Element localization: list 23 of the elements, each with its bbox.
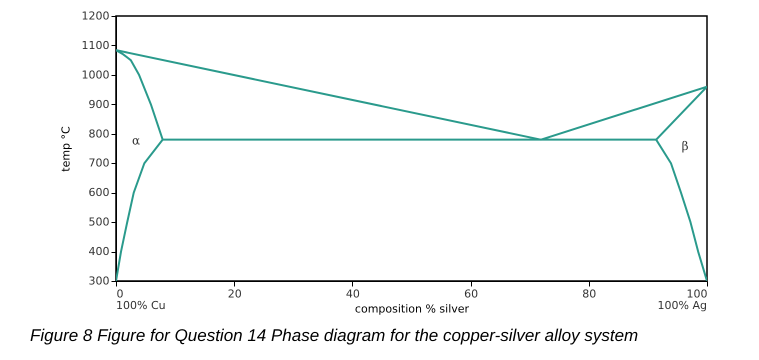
y-tick-label: 300 (88, 274, 110, 288)
x-tick-label: 80 (582, 288, 596, 300)
text: Figure 8 Figure for Question 14 Phase diagram for the copper-silver alloy system (30, 326, 638, 345)
text: 100% Cu (116, 299, 166, 312)
y-axis-title: temp °C (60, 126, 73, 172)
y-tick-label: 400 (88, 245, 110, 258)
x-tick-label: 0 (116, 288, 124, 300)
y-tick-label: 500 (88, 216, 110, 229)
text: 100% Ag (658, 299, 707, 312)
y-tick-label: 800 (88, 127, 110, 140)
x-tick-label: 100 (686, 288, 708, 300)
annotation: β (682, 138, 689, 153)
y-tick-label: 700 (88, 156, 110, 170)
annotation: α (132, 134, 140, 148)
y-tick-label: 1000 (82, 68, 110, 82)
y-tick-label: 600 (88, 186, 110, 200)
y-tick-label: 900 (88, 98, 110, 111)
y-tick-label: 1100 (82, 38, 110, 52)
x-tick-label: 40 (346, 288, 360, 300)
x-axis-title: composition % silver (354, 302, 470, 316)
y-tick-label: 1200 (82, 10, 110, 22)
x-tick-label: 20 (228, 288, 242, 300)
x-tick-label: 60 (464, 288, 478, 300)
